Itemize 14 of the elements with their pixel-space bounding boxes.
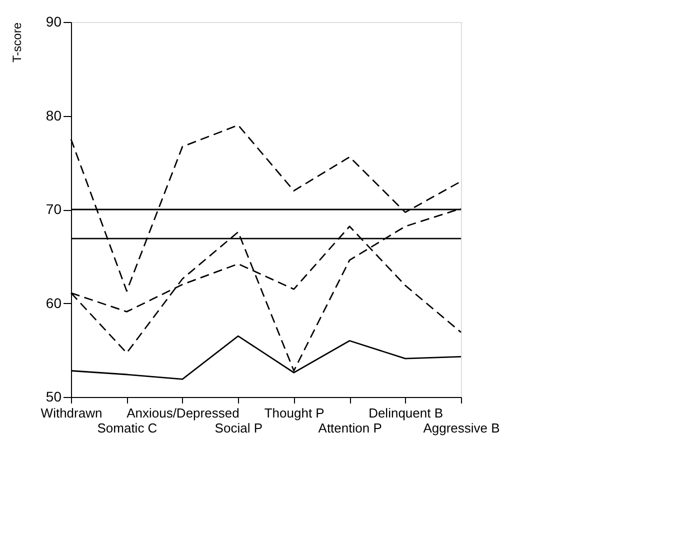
x-tick-label: Withdrawn (40, 406, 102, 420)
x-tick-label: Somatic C (97, 420, 158, 436)
y-tick-label: 70 (46, 201, 62, 217)
y-tick-label: 80 (46, 107, 62, 124)
x-tick-label: Attention P (318, 420, 382, 436)
y-tick-label: 90 (46, 14, 62, 30)
y-tick-label: 50 (46, 388, 62, 404)
x-tick-label: Anxious/Depressed (126, 406, 240, 420)
y-tick-label: 60 (46, 294, 62, 311)
x-tick-label: Thought P (264, 406, 324, 420)
y-axis-title: T-score (10, 22, 24, 63)
x-tick-label: Delinquent B (368, 406, 444, 420)
x-tick-label: Aggressive B (423, 420, 500, 436)
x-tick-label: Social P (214, 420, 262, 436)
